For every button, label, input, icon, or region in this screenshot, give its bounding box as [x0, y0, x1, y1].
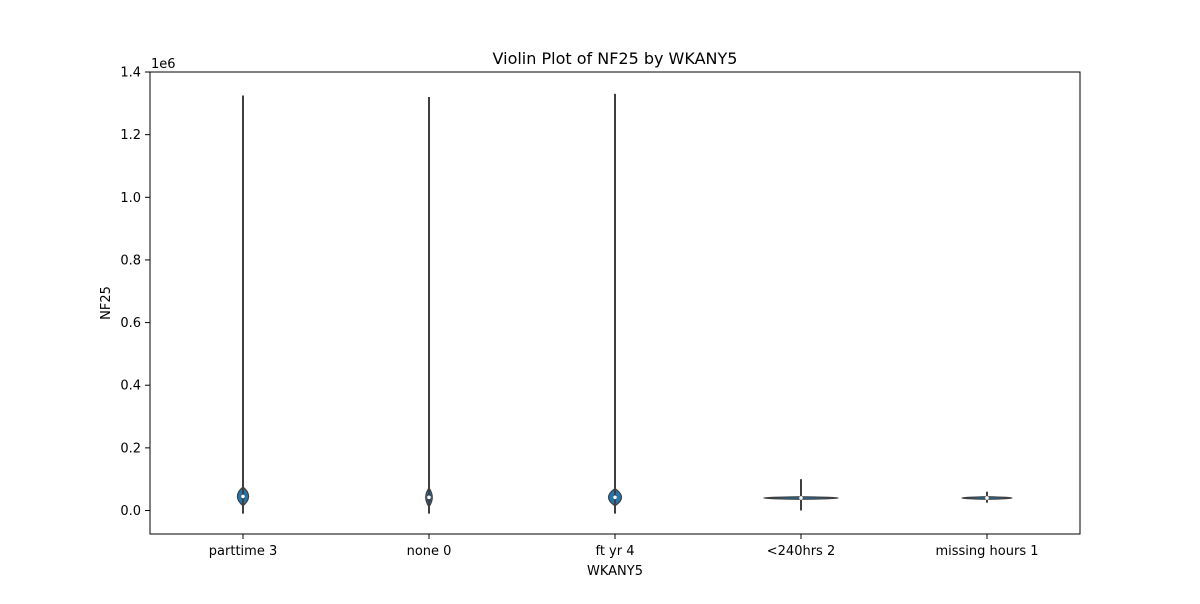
chart-title: Violin Plot of NF25 by WKANY5 — [493, 49, 738, 68]
violin-group — [961, 491, 1013, 503]
violin-median-point — [241, 494, 245, 499]
violin-median-point — [613, 495, 617, 500]
y-axis-offset-text: 1e6 — [151, 57, 176, 72]
ticks-layer: parttime 3 none 0 ft yr 4 <240hrs 2 missing … — [120, 66, 1038, 560]
violin-group — [236, 95, 250, 514]
y-tick-label: 1.4 — [120, 66, 141, 81]
y-tick-label: 0.6 — [120, 316, 141, 331]
x-tick-label: ft yr 4 — [595, 544, 634, 559]
violin-group — [425, 97, 433, 514]
y-tick-label: 0.2 — [120, 441, 141, 456]
violins-layer — [236, 93, 1013, 514]
y-tick-label: 0.0 — [120, 504, 141, 519]
violin-median-point — [799, 496, 803, 500]
violin-median-point — [427, 495, 431, 500]
y-axis-label: NF25 — [99, 286, 114, 320]
x-tick-label: missing hours 1 — [935, 544, 1038, 559]
violin-group — [763, 479, 839, 511]
x-tick-label: none 0 — [407, 544, 452, 559]
plot-frame — [149, 71, 1081, 535]
y-tick-label: 1.2 — [120, 128, 141, 143]
y-tick-label: 0.4 — [120, 379, 141, 394]
x-tick-label: <240hrs 2 — [767, 544, 835, 559]
violin-group — [607, 93, 623, 514]
y-tick-label: 0.8 — [120, 253, 141, 268]
x-tick-label: parttime 3 — [209, 544, 277, 559]
y-tick-label: 1.0 — [120, 191, 141, 206]
violin-median-point — [985, 496, 989, 500]
x-axis-label: WKANY5 — [587, 564, 643, 579]
